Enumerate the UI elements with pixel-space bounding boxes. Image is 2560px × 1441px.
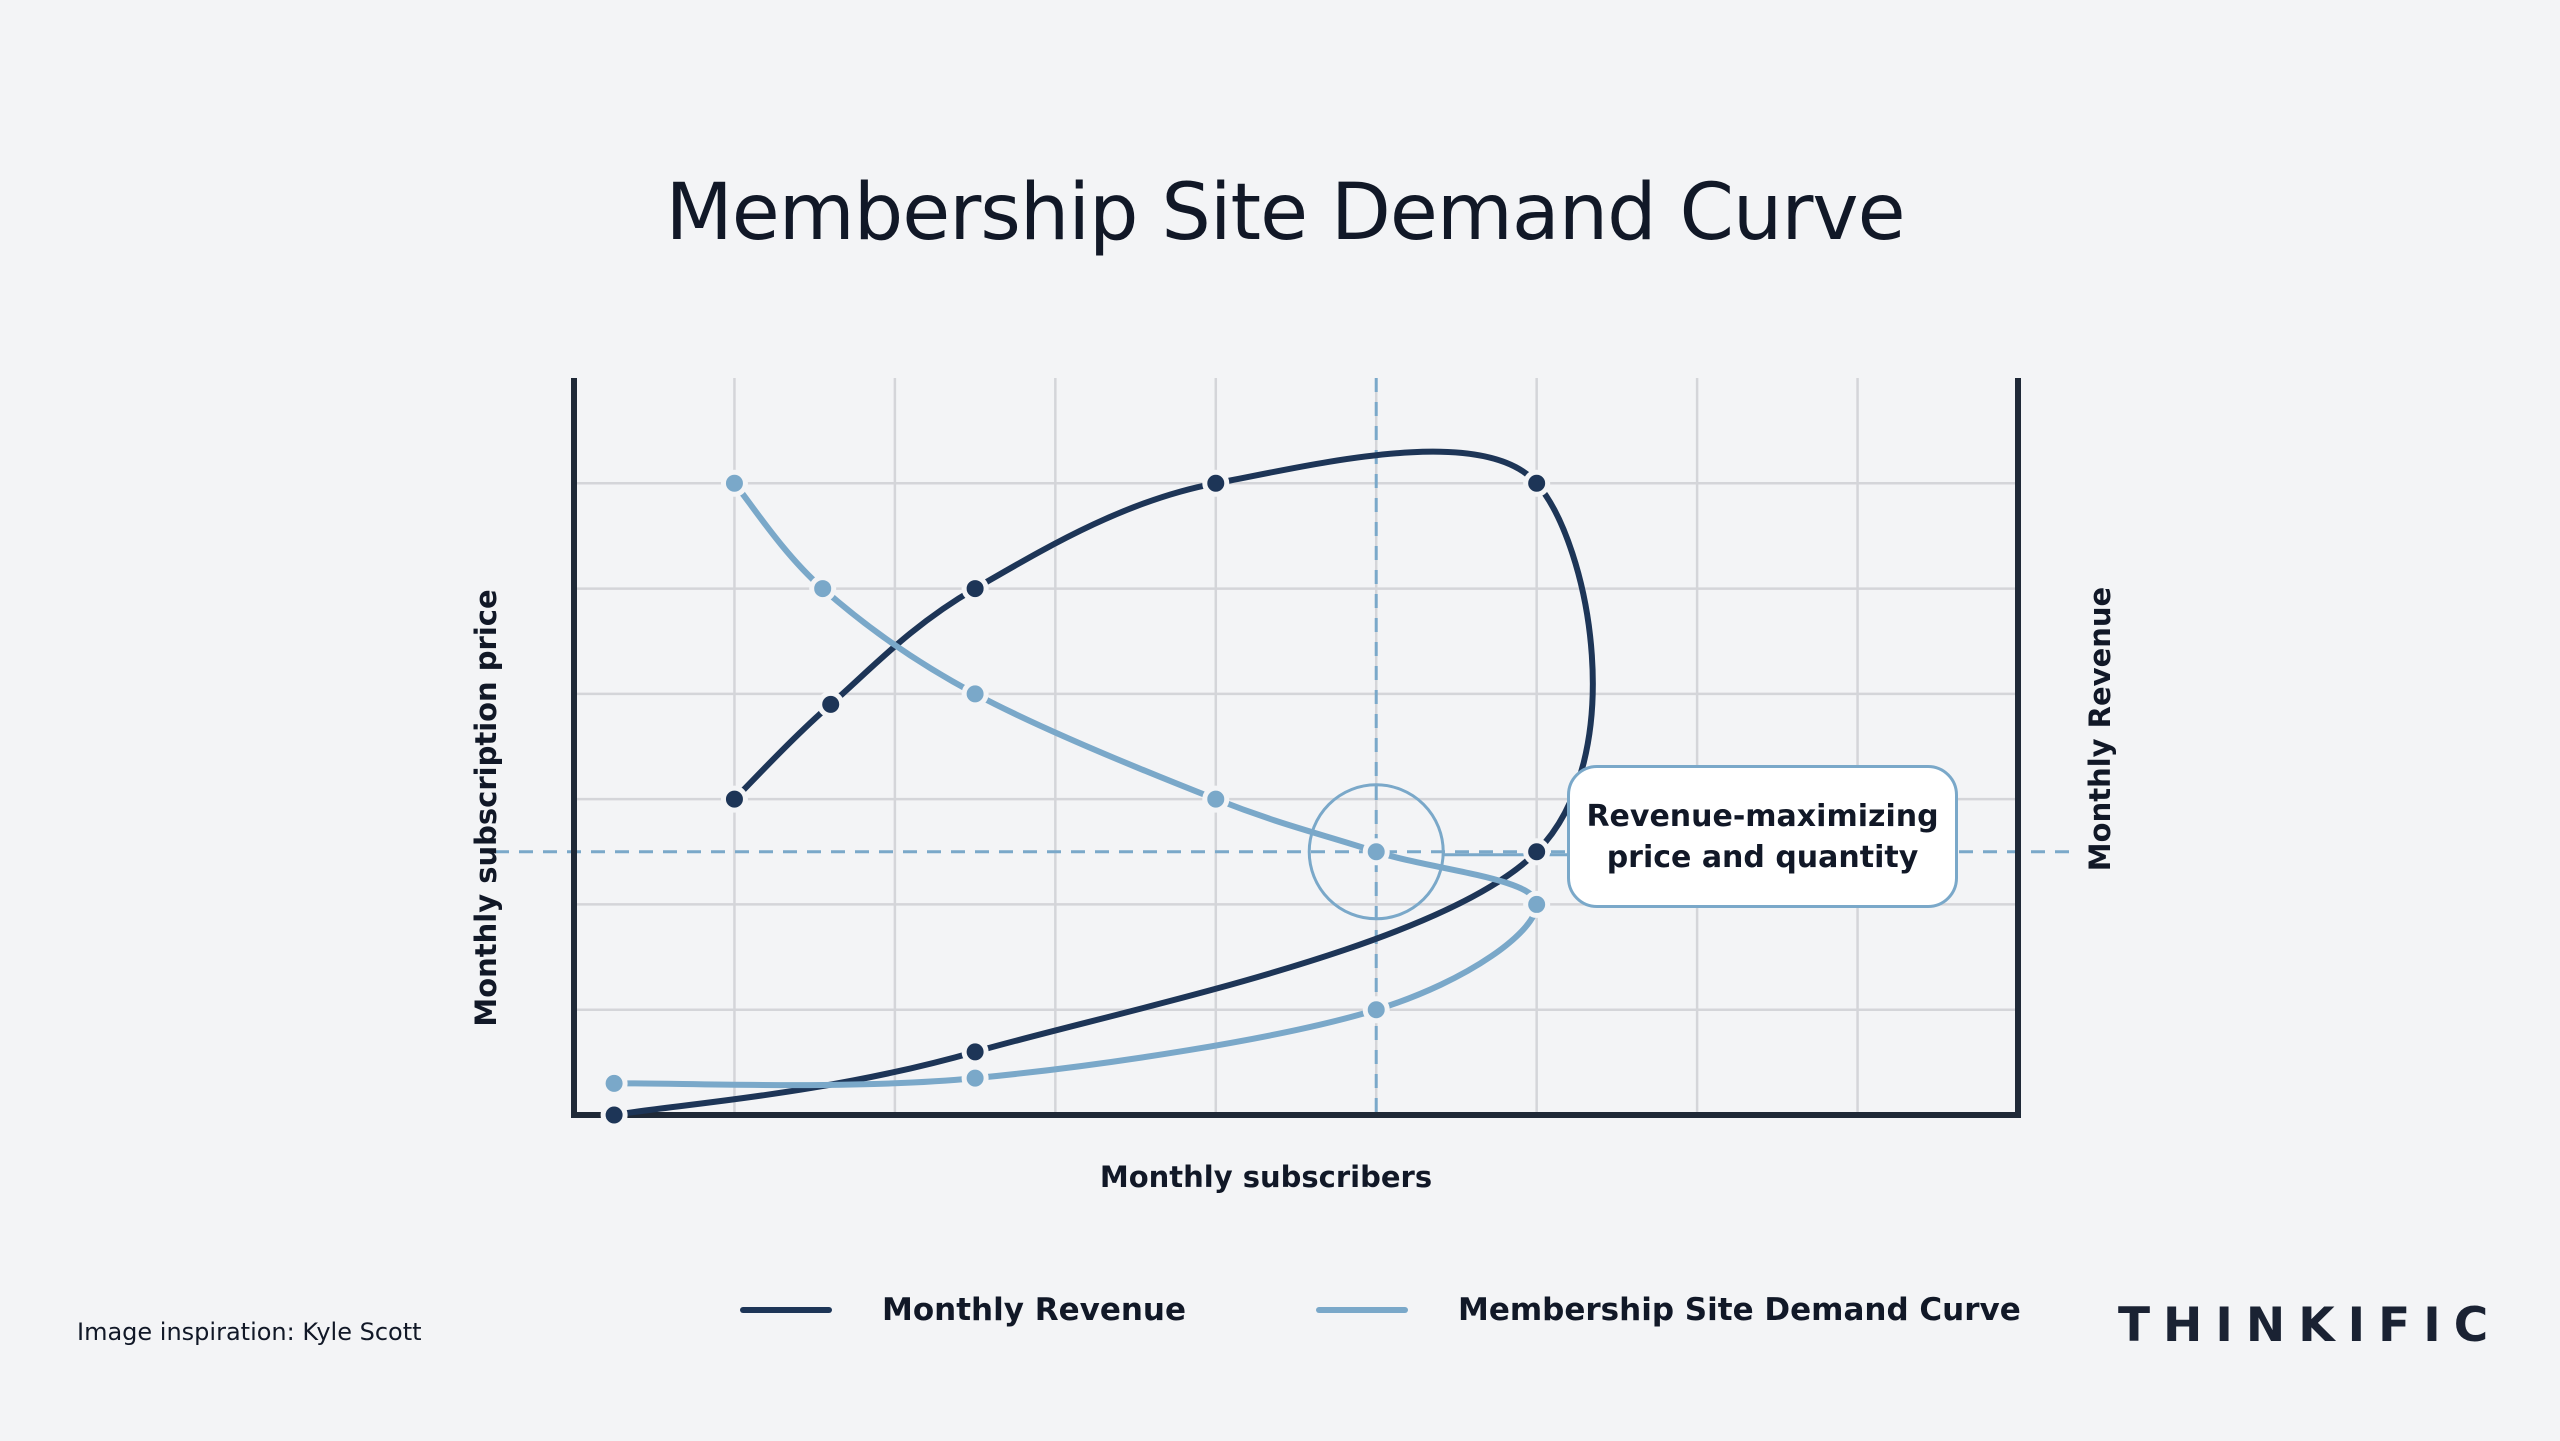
axes [571, 378, 2021, 1118]
data-points [600, 469, 1551, 1129]
data-point-revenue [720, 785, 748, 813]
legend-item-revenue: Monthly Revenue [740, 1290, 1186, 1330]
grid-lines [574, 378, 2018, 1115]
highlight-circle [1307, 783, 1445, 921]
data-point-demand [961, 1064, 989, 1092]
legend-item-demand: Membership Site Demand Curve [1316, 1290, 2021, 1330]
data-point-revenue [600, 1101, 628, 1129]
data-point-demand [1523, 890, 1551, 918]
data-point-demand [961, 680, 989, 708]
data-point-demand [809, 575, 837, 603]
series-line-demand [611, 480, 1540, 1089]
brand-logo: THINKIFIC [2118, 1298, 2502, 1353]
image-credit: Image inspiration: Kyle Scott [77, 1318, 422, 1346]
legend-swatch-demand [1316, 1307, 1408, 1313]
y2-axis-label: Monthly Revenue [2083, 586, 2117, 872]
reference-lines [495, 378, 2070, 1115]
data-point-demand [1202, 785, 1230, 813]
legend-label-revenue: Monthly Revenue [882, 1292, 1187, 1328]
data-point-demand [1362, 996, 1390, 1024]
data-point-revenue [817, 690, 845, 718]
data-point-revenue [1202, 469, 1230, 497]
annotation-callout: Revenue-maximizing price and quantity [1567, 765, 1958, 908]
data-point-revenue [1523, 469, 1551, 497]
series-line-revenue [611, 448, 1596, 1118]
legend-label-demand: Membership Site Demand Curve [1458, 1292, 2021, 1328]
data-point-revenue [1523, 838, 1551, 866]
y-axis-label: Monthly subscription price [469, 589, 503, 1027]
data-point-demand [720, 469, 748, 497]
legend-swatch-revenue [740, 1307, 832, 1313]
x-axis-label: Monthly subscribers [1099, 1160, 1433, 1194]
data-point-demand [600, 1069, 628, 1097]
data-point-revenue [961, 1038, 989, 1066]
data-point-revenue [961, 575, 989, 603]
chart-title: Membership Site Demand Curve [665, 168, 1905, 258]
data-point-demand [1362, 838, 1390, 866]
series-lines [611, 448, 1596, 1118]
annotation-text: Revenue-maximizing price and quantity [1586, 798, 1939, 875]
